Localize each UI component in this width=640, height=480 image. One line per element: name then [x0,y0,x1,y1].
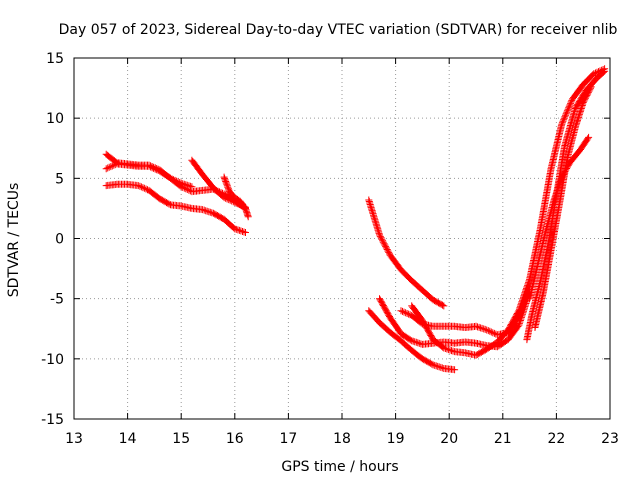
point-markers [408,65,609,359]
series-arc-b2 [365,307,459,374]
x-tick-label: 14 [119,431,137,447]
y-tick-label: -5 [50,292,64,308]
x-tick-label: 15 [172,431,190,447]
x-tick-label: 23 [601,431,619,447]
point-markers [365,196,448,310]
y-tick-label: 15 [46,51,64,67]
x-tick-label: 13 [65,431,83,447]
x-tick-label: 19 [387,431,405,447]
x-tick-label: 22 [547,431,565,447]
x-tick-label: 16 [226,431,244,447]
y-axis-label: SDTVAR / TECUs [6,183,22,298]
y-tick-label: -15 [41,412,64,428]
x-tick-label: 17 [279,431,297,447]
point-markers [365,307,459,374]
point-markers [526,133,593,303]
point-markers [102,180,249,236]
y-tick-label: 10 [46,111,64,127]
x-tick-label: 20 [440,431,458,447]
tick-labels: 13 14 15 16 17 18 19 20 21 22 23 -15 -10 -5 0 5 10 15 [41,51,619,447]
y-tick-label: -10 [41,352,64,368]
point-markers [220,173,252,221]
point-markers [102,150,196,191]
chart-title: Day 057 of 2023, Sidereal Day-to-day VTE… [59,22,618,38]
series-arc-a3 [102,150,196,191]
y-tick-label: 5 [55,171,64,187]
y-tick-label: 0 [55,232,64,248]
series-arc-a2 [102,180,249,236]
axis-ticks [73,57,611,420]
x-tick-label: 21 [494,431,512,447]
data-points [102,65,609,374]
grid-lines [74,58,610,419]
x-axis-label: GPS time / hours [281,459,398,475]
series-arc-a4 [188,156,249,211]
series-arc-a5 [220,173,252,221]
series-arc-b1 [365,196,448,310]
x-tick-label: 18 [333,431,351,447]
series-arc-b8 [526,133,593,303]
series-arc-b5 [408,65,609,359]
point-markers [188,156,249,211]
